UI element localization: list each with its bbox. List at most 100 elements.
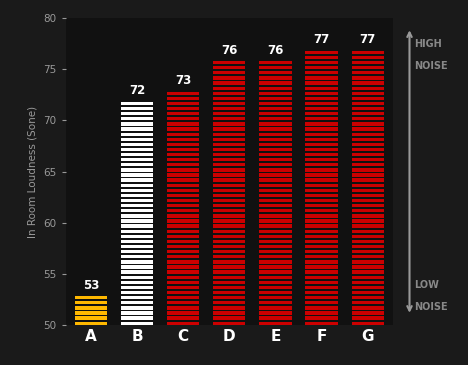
Bar: [351, 61, 384, 64]
Bar: [259, 87, 292, 90]
Bar: [259, 235, 292, 238]
Bar: [306, 122, 338, 126]
Bar: [306, 199, 338, 202]
Bar: [121, 245, 153, 248]
Bar: [306, 306, 338, 310]
Text: 77: 77: [359, 33, 376, 46]
Bar: [213, 143, 246, 146]
Bar: [213, 102, 246, 105]
Bar: [121, 189, 153, 192]
Bar: [306, 112, 338, 115]
Bar: [351, 235, 384, 238]
Bar: [351, 245, 384, 248]
Bar: [306, 132, 338, 136]
Bar: [213, 291, 246, 294]
Bar: [121, 100, 153, 325]
Bar: [259, 148, 292, 151]
Bar: [121, 112, 153, 115]
Bar: [259, 286, 292, 289]
Bar: [259, 97, 292, 100]
Bar: [121, 311, 153, 315]
Bar: [213, 255, 246, 258]
Bar: [213, 107, 246, 110]
Bar: [306, 51, 338, 54]
Bar: [213, 276, 246, 279]
Bar: [306, 209, 338, 212]
Bar: [351, 148, 384, 151]
Bar: [259, 102, 292, 105]
Bar: [213, 122, 246, 126]
Bar: [121, 107, 153, 110]
Bar: [259, 143, 292, 146]
Bar: [259, 132, 292, 136]
Bar: [351, 311, 384, 315]
Bar: [121, 122, 153, 126]
Bar: [167, 286, 199, 289]
Bar: [121, 127, 153, 131]
Bar: [213, 92, 246, 95]
Bar: [121, 224, 153, 228]
Bar: [167, 214, 199, 218]
Bar: [167, 311, 199, 315]
Bar: [167, 240, 199, 243]
Bar: [259, 270, 292, 274]
Bar: [167, 132, 199, 136]
Bar: [121, 102, 153, 105]
Bar: [351, 189, 384, 192]
Bar: [121, 255, 153, 258]
Bar: [259, 316, 292, 320]
Bar: [351, 260, 384, 264]
Bar: [351, 194, 384, 197]
Bar: [306, 240, 338, 243]
Bar: [213, 209, 246, 212]
Bar: [259, 92, 292, 95]
Bar: [259, 281, 292, 284]
Bar: [259, 61, 292, 64]
Bar: [167, 260, 199, 264]
Bar: [213, 224, 246, 228]
Bar: [167, 158, 199, 161]
Bar: [167, 316, 199, 320]
Bar: [121, 117, 153, 120]
Bar: [121, 184, 153, 187]
Bar: [351, 301, 384, 304]
Bar: [351, 51, 384, 54]
Bar: [213, 138, 246, 141]
Bar: [351, 168, 384, 172]
Bar: [259, 209, 292, 212]
Bar: [306, 153, 338, 156]
Bar: [306, 117, 338, 120]
Text: 72: 72: [129, 84, 145, 97]
Bar: [213, 178, 246, 182]
Bar: [213, 245, 246, 248]
Bar: [351, 219, 384, 223]
Bar: [351, 199, 384, 202]
Bar: [306, 71, 338, 74]
Bar: [167, 122, 199, 126]
Bar: [121, 322, 153, 325]
Text: 77: 77: [314, 33, 330, 46]
Bar: [121, 306, 153, 310]
Bar: [121, 138, 153, 141]
Bar: [213, 112, 246, 115]
Bar: [121, 158, 153, 161]
Bar: [351, 214, 384, 218]
Bar: [167, 143, 199, 146]
Bar: [121, 296, 153, 299]
Bar: [75, 294, 107, 325]
Bar: [351, 209, 384, 212]
Bar: [213, 270, 246, 274]
Bar: [306, 245, 338, 248]
Bar: [213, 132, 246, 136]
Bar: [213, 59, 246, 325]
Bar: [351, 291, 384, 294]
Bar: [259, 301, 292, 304]
Bar: [213, 240, 246, 243]
Bar: [259, 117, 292, 120]
Bar: [259, 127, 292, 131]
Bar: [306, 235, 338, 238]
Bar: [306, 148, 338, 151]
Bar: [213, 148, 246, 151]
Bar: [306, 291, 338, 294]
Bar: [259, 224, 292, 228]
